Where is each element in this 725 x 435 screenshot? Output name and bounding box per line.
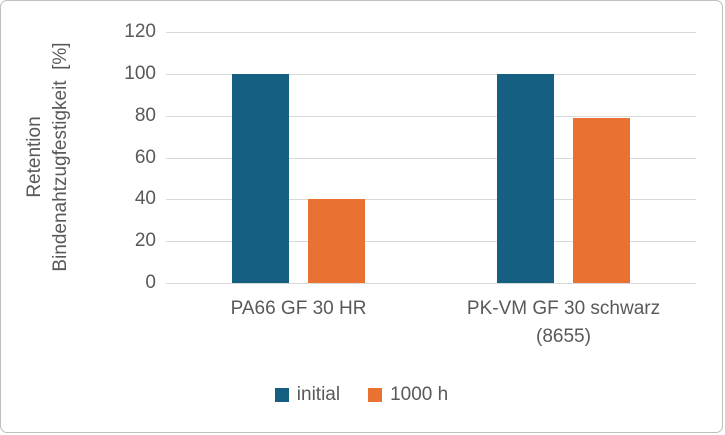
y-tick-label-20: 20 xyxy=(134,230,156,252)
legend-swatch-icon xyxy=(368,388,383,402)
y-axis-title: Retention Bindenahtzugfestigkeit [%] xyxy=(22,22,74,292)
y-axis-title-line2: Bindenahtzugfestigkeit [%] xyxy=(50,42,71,272)
y-tick-label-40: 40 xyxy=(134,188,156,210)
bar-initial-2 xyxy=(497,73,554,283)
y-axis-title-line1: Retention xyxy=(24,116,45,198)
y-tick-label-0: 0 xyxy=(145,272,156,293)
gridline-80 xyxy=(166,115,696,117)
y-tick-label-100: 100 xyxy=(124,62,156,84)
gridline-100 xyxy=(166,73,696,75)
gridline-20 xyxy=(166,241,696,243)
legend-label: 1000 h xyxy=(390,384,449,405)
category-label-1: PA66 GF 30 HR xyxy=(230,298,367,319)
gridline-120 xyxy=(166,32,696,33)
legend-item-1000-h: 1000 h xyxy=(368,384,448,406)
legend-swatch-icon xyxy=(274,388,289,402)
y-tick-label-120: 120 xyxy=(124,21,156,42)
legend-item-initial: initial xyxy=(274,384,341,406)
bar-initial-1 xyxy=(232,73,289,283)
plot-area xyxy=(166,32,696,284)
gridline-60 xyxy=(166,157,696,159)
bar-1000-h-2 xyxy=(573,117,630,283)
bar-1000-h-1 xyxy=(308,199,365,283)
gridline-40 xyxy=(166,199,696,201)
legend: initial 1000 h xyxy=(1,384,722,406)
gridline-0 xyxy=(166,283,696,284)
y-tick-label-80: 80 xyxy=(134,104,156,126)
legend-label: initial xyxy=(296,384,341,405)
y-tick-label-60: 60 xyxy=(134,146,156,168)
category-label-2: PK-VM GF 30 schwarz (8655) xyxy=(466,298,661,347)
